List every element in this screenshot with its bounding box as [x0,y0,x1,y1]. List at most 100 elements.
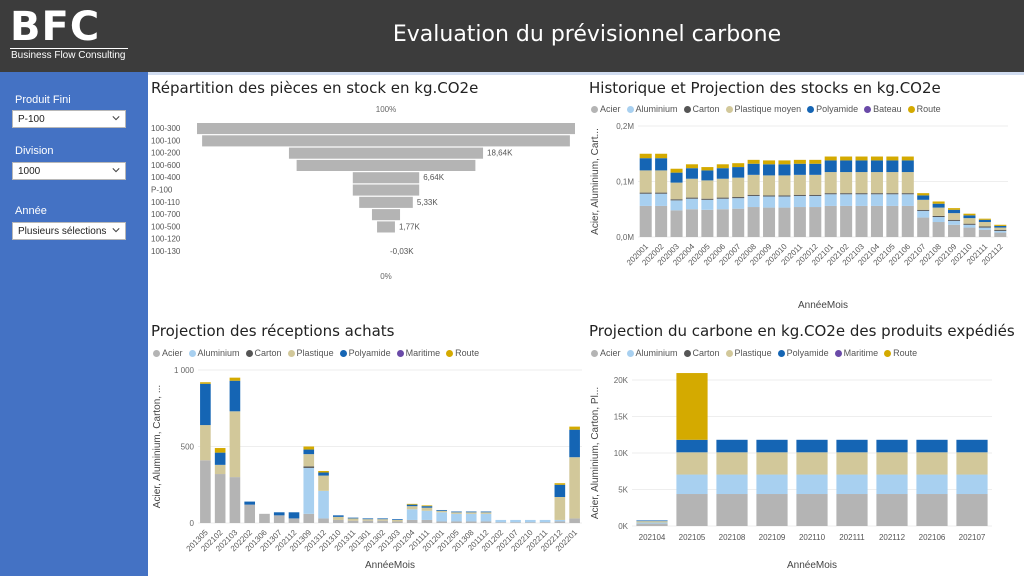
bar-segment-polyamide [639,158,652,171]
bar-segment-plastique [809,174,822,195]
bar-segment-acier [273,515,285,523]
division-dropdown[interactable]: 1000 [12,162,126,180]
bar-segment-plastique [362,519,374,521]
legend-item-aluminium[interactable]: Aluminium [626,104,678,114]
produit-dropdown[interactable]: P-100 [12,110,126,128]
y-axis-label: Acier, Aluminium, Cart... [590,128,601,235]
x-tick-label: 202110 [799,533,826,542]
bar-segment-plastique [747,174,760,195]
y-axis-label: Acier, Aluminium, Carton, Pl... [590,387,601,519]
bar-segment-route [214,448,226,453]
legend-item-route[interactable]: Route [907,104,941,114]
funnel-category-label: 100-120 [151,235,181,244]
funnel-bar [352,172,420,184]
legend-dot-icon [591,349,598,357]
bar-segment-aluminium [886,194,899,206]
legend-item-aluminium[interactable]: Aluminium [188,348,240,358]
bar-segment-acier [670,210,683,237]
bar-segment-plastique [229,411,241,478]
bar-segment-carton [778,195,791,197]
legend-item-plastique-moyen[interactable]: Plastique moyen [725,104,801,114]
bar-segment-carton [994,229,1007,231]
legend-label: Acier [600,348,621,358]
funnel-category-label: 100-110 [151,198,180,207]
legend-item-plastique[interactable]: Plastique [725,348,772,358]
bar-segment-plastique [676,452,708,475]
bar-segment-polyamide [763,164,776,176]
bar-segment-aluminium [636,522,668,524]
bar-segment-polyamide [685,168,698,179]
legend-label: Route [893,348,918,358]
bar-segment-plastique [318,475,329,491]
bar-segment-route [948,208,961,210]
legend-item-plastique[interactable]: Plastique [287,348,334,358]
funnel-category-label: 100-600 [151,161,181,170]
legend-item-carton[interactable]: Carton [683,104,720,114]
bar-segment-plastique [451,512,462,514]
page-title: Evaluation du prévisionnel carbone [392,22,782,47]
legend-item-polyamide[interactable]: Polyamide [807,104,858,114]
bar-segment-acier [747,207,760,237]
bar-segment-plastique [636,521,668,523]
bar-segment-acier [636,523,668,526]
bar-segment-polyamide [994,225,1007,228]
bar-segment-polyamide [451,511,462,513]
legend-item-bateau[interactable]: Bateau [864,104,902,114]
legend-item-polyamide[interactable]: Polyamide [777,348,829,358]
bar-segment-polyamide [392,519,403,520]
funnel-bar [352,184,420,196]
legend-item-acier[interactable]: Acier [153,348,183,358]
legend-item-carton[interactable]: Carton [245,348,282,358]
bar-segment-polyamide [747,163,760,175]
legend-item-maritime[interactable]: Maritime [834,348,878,358]
bar-segment-route [685,164,698,169]
bar-segment-acier [465,521,477,523]
legend-dot-icon [777,349,785,357]
bar-segment-aluminium [948,220,961,225]
bar-segment-route [318,470,329,473]
bar-segment-acier [901,205,914,237]
legend-dot-icon [188,349,196,357]
bar-segment-plastique [377,519,388,521]
legend-dot-icon [725,105,733,113]
legend-label: Acier [600,104,621,114]
bar-segment-plastique [756,452,788,475]
funnel-category-label: 100-200 [151,149,181,158]
bar-segment-route [932,201,945,204]
bar-segment-acier [495,522,507,523]
y-tick-label: 10K [614,449,629,458]
legend-item-route[interactable]: Route [446,348,479,358]
bar-segment-route [732,163,745,168]
bar-segment-acier [676,494,708,526]
bar-segment-aluminium [793,195,806,208]
bar-segment-aluminium [840,194,853,206]
legend-item-route[interactable]: Route [884,348,917,358]
legend-item-acier[interactable]: Acier [591,348,621,358]
bar-segment-acier [318,518,329,523]
bar-segment-polyamide [963,215,976,219]
y-tick-label: 15K [614,413,629,422]
legend-item-maritime[interactable]: Maritime [396,348,440,358]
bar-segment-polyamide [554,484,566,497]
bar-segment-carton [824,193,837,195]
funnel-bar [202,135,570,147]
legend-item-polyamide[interactable]: Polyamide [339,348,391,358]
legend-item-carton[interactable]: Carton [683,348,720,358]
bar-segment-acier [332,519,344,523]
legend-item-aluminium[interactable]: Aluminium [626,348,678,358]
bar-segment-route [994,224,1007,226]
funnel-bar [377,221,395,233]
bar-segment-acier [406,519,418,523]
expedies-chart-legend: Acier Aluminium Carton Plastique Polyamide Ma… [591,348,917,358]
legend-item-acier[interactable]: Acier [591,104,621,114]
annee-dropdown[interactable]: Plusieurs sélections [12,222,126,240]
legend-dot-icon [287,349,295,357]
bar-segment-plastique [917,199,930,210]
bar-segment-carton [793,194,806,196]
bar-segment-aluminium [480,513,492,522]
bar-segment-route [978,218,991,220]
bar-segment-plastique [685,178,698,198]
bar-segment-polyamide [793,163,806,175]
bar-segment-route [870,156,883,161]
bar-segment-route [639,153,652,159]
